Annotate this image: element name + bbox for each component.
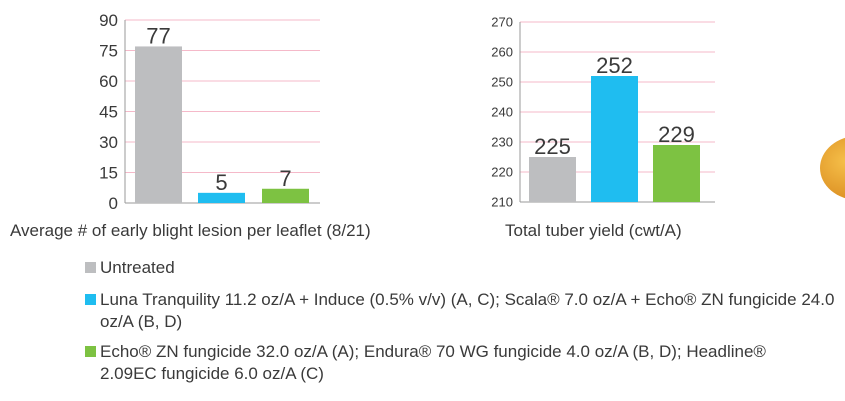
legend-label: Untreated — [100, 258, 175, 277]
legend-label: Luna Tranquility 11.2 oz/A + Induce (0.5… — [100, 290, 835, 331]
value-label: 229 — [658, 122, 695, 147]
legend-swatch — [85, 294, 96, 305]
y-tick-label: 220 — [491, 165, 513, 180]
value-label: 252 — [596, 53, 633, 78]
legend-swatch — [85, 346, 96, 357]
y-tick-label: 260 — [491, 45, 513, 60]
y-tick-label: 0 — [109, 194, 118, 213]
bar — [198, 192, 245, 203]
value-label: 5 — [215, 170, 227, 195]
x-axis-label: Average # of early blight lesion per lea… — [10, 221, 371, 240]
y-tick-label: 270 — [491, 15, 513, 30]
bar — [135, 46, 182, 203]
bar — [653, 145, 700, 202]
y-tick-label: 75 — [99, 42, 118, 61]
y-tick-label: 210 — [491, 195, 513, 210]
decoration — [820, 137, 845, 199]
y-tick-label: 15 — [99, 164, 118, 183]
y-tick-label: 230 — [491, 135, 513, 150]
y-tick-label: 250 — [491, 75, 513, 90]
bar — [591, 76, 638, 202]
y-tick-label: 90 — [99, 11, 118, 30]
y-tick-label: 30 — [99, 133, 118, 152]
x-axis-label: Total tuber yield (cwt/A) — [505, 221, 682, 240]
value-label: 7 — [279, 166, 291, 191]
value-label: 225 — [534, 134, 571, 159]
legend-swatch — [85, 262, 96, 273]
y-tick-label: 45 — [99, 103, 118, 122]
y-tick-label: 240 — [491, 105, 513, 120]
value-label: 77 — [146, 23, 170, 48]
bar — [529, 157, 576, 202]
bar — [262, 188, 309, 203]
y-tick-label: 60 — [99, 72, 118, 91]
legend-label: Echo® ZN fungicide 32.0 oz/A (A); Endura… — [100, 342, 766, 383]
